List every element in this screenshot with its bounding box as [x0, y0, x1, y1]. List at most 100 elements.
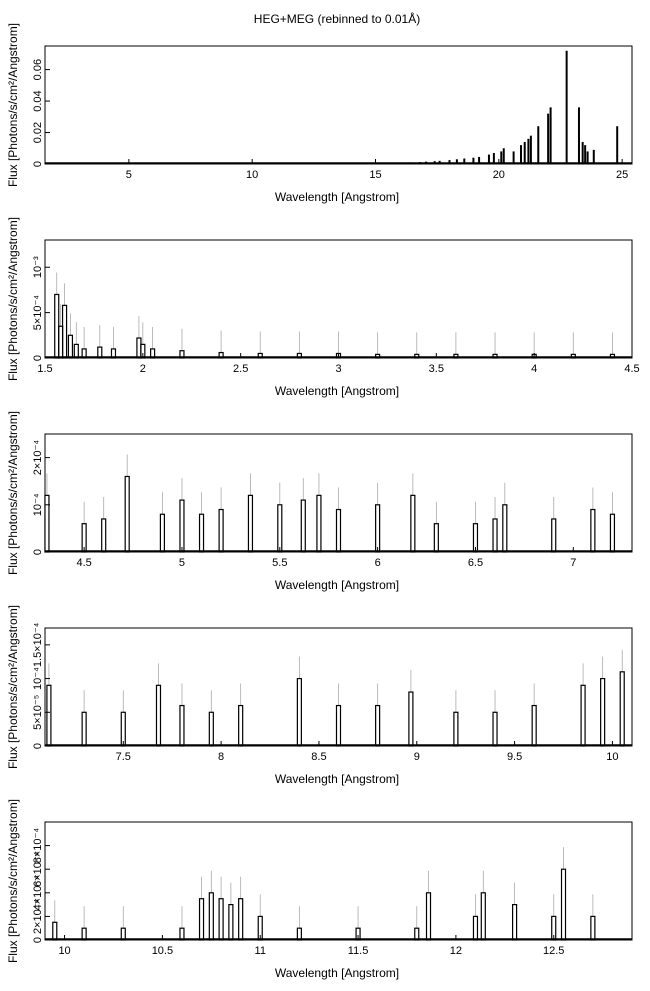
- y-tick-label: 0: [32, 161, 44, 167]
- panel-3: 4.5 5 5.5 6 6.5 7 0 10⁻⁴ 2×10⁻⁴ Wavelength [Angst…: [6, 411, 633, 592]
- data-bar: [228, 903, 234, 941]
- data-bar: [425, 892, 432, 941]
- data-bar: [46, 684, 52, 747]
- data-bar: [247, 494, 254, 553]
- data-bar: [198, 513, 205, 553]
- y-tick-label: 2×10⁻⁴: [32, 440, 44, 476]
- data-bar: [335, 508, 342, 553]
- data-bar: [414, 353, 420, 359]
- y-tick-label: 5×10⁻⁵: [32, 695, 44, 730]
- x-tick-label: 2.5: [233, 363, 248, 375]
- data-bar: [179, 499, 185, 553]
- panel-2: 1.5 2 2.5 3 3.5 4 4.5 0 5×10⁻⁴ 10⁻³ Wavelength [An…: [6, 217, 640, 398]
- data-bar: [218, 898, 224, 941]
- x-tick-label: 5.5: [272, 557, 287, 569]
- x-tick-label: 8.5: [311, 751, 326, 763]
- y-tick-label: 0.06: [32, 59, 44, 80]
- data-bar: [155, 684, 162, 747]
- x-tick-label: 11: [255, 945, 266, 957]
- x-tick-label: 3: [335, 363, 341, 375]
- data-bar: [590, 508, 596, 553]
- data-bar: [44, 494, 50, 553]
- data-bar: [159, 513, 165, 553]
- data-bar: [590, 915, 596, 941]
- x-tick-label: 5: [126, 169, 132, 181]
- data-bar: [198, 898, 205, 941]
- x-tick-label: 9.5: [507, 751, 522, 763]
- data-bar: [179, 927, 185, 941]
- x-axis-label: Wavelength [Angstrom]: [275, 578, 399, 592]
- y-tick-label: 10⁻⁴: [32, 667, 44, 690]
- data-bar: [609, 353, 616, 359]
- panel-1: 5 10 15 20 25 0 0.02 0.04 0.06 Wavelength [Angstr…: [6, 23, 633, 204]
- y-tick-label: 8×10⁻⁴: [32, 828, 44, 864]
- x-tick-label: 20: [493, 169, 505, 181]
- data-bar: [120, 927, 126, 941]
- data-bar: [52, 921, 58, 941]
- data-bar: [551, 518, 557, 553]
- data-bar: [277, 504, 283, 553]
- data-bar: [414, 927, 420, 941]
- data-bar: [570, 353, 576, 359]
- data-bar: [61, 304, 68, 359]
- data-bar: [335, 704, 342, 747]
- x-tick-label: 4: [531, 363, 537, 375]
- data-bar: [296, 677, 302, 747]
- data-bar: [453, 353, 459, 359]
- x-tick-label: 4.5: [76, 557, 91, 569]
- data-bar: [73, 343, 79, 359]
- x-tick-label: 10: [58, 945, 70, 957]
- data-bar: [208, 892, 214, 941]
- x-tick-label: 2: [140, 363, 146, 375]
- x-tick-label: 15: [369, 169, 381, 181]
- x-tick-label: 8: [218, 751, 224, 763]
- figure-title: HEG+MEG (rebinned to 0.01Å): [254, 11, 420, 26]
- data-bar: [67, 334, 74, 359]
- y-tick-label: 0.02: [32, 122, 44, 143]
- x-tick-label: 10: [606, 751, 618, 763]
- data-bar: [492, 353, 498, 359]
- data-bar: [480, 892, 486, 941]
- y-tick-label: 0: [32, 355, 44, 361]
- x-tick-label: 7: [570, 557, 576, 569]
- data-bar: [511, 903, 518, 941]
- y-tick-label: 4×10⁻⁴: [32, 875, 44, 911]
- y-tick-label: 0: [32, 937, 44, 943]
- data-bar: [375, 353, 381, 359]
- data-bar: [600, 677, 606, 747]
- x-axis-label: Wavelength [Angstrom]: [275, 190, 399, 204]
- data-bar: [208, 711, 214, 747]
- x-tick-label: 6.5: [468, 557, 483, 569]
- y-tick-label: 10⁻³: [32, 256, 44, 278]
- x-tick-label: 5: [179, 557, 185, 569]
- x-tick-label: 10: [246, 169, 258, 181]
- data-bar: [238, 704, 244, 747]
- data-bar: [375, 504, 381, 553]
- plot-frame: [44, 45, 633, 165]
- data-bar: [238, 898, 244, 941]
- data-bar: [609, 513, 616, 553]
- x-axis-label: Wavelength [Angstrom]: [275, 966, 399, 980]
- y-axis-label: Flux [Photons/s/cm²/Angstrom]: [6, 411, 20, 575]
- data-bar: [124, 475, 130, 553]
- data-bar: [81, 711, 87, 747]
- data-bar: [472, 915, 479, 941]
- data-bar: [120, 711, 126, 747]
- y-tick-label: 10⁻⁴: [32, 493, 44, 516]
- x-tick-label: 7.5: [116, 751, 131, 763]
- y-tick-label: 6×10⁻⁴: [32, 851, 44, 887]
- x-axis-label: Wavelength [Angstrom]: [275, 772, 399, 786]
- x-tick-label: 12: [450, 945, 462, 957]
- y-axis-label: Flux [Photons/s/cm²/Angstrom]: [6, 605, 20, 769]
- y-axis-label: Flux [Photons/s/cm²/Angstrom]: [6, 799, 20, 963]
- data-bar: [375, 704, 381, 747]
- plot-frame: [44, 433, 633, 553]
- plot-frame: [44, 821, 633, 941]
- plot-frame: [44, 627, 633, 747]
- data-bar: [300, 499, 306, 553]
- y-axis-label: Flux [Photons/s/cm²/Angstrom]: [6, 23, 20, 187]
- data-bar: [619, 671, 625, 747]
- data-bar: [218, 508, 224, 553]
- data-bar: [453, 711, 459, 747]
